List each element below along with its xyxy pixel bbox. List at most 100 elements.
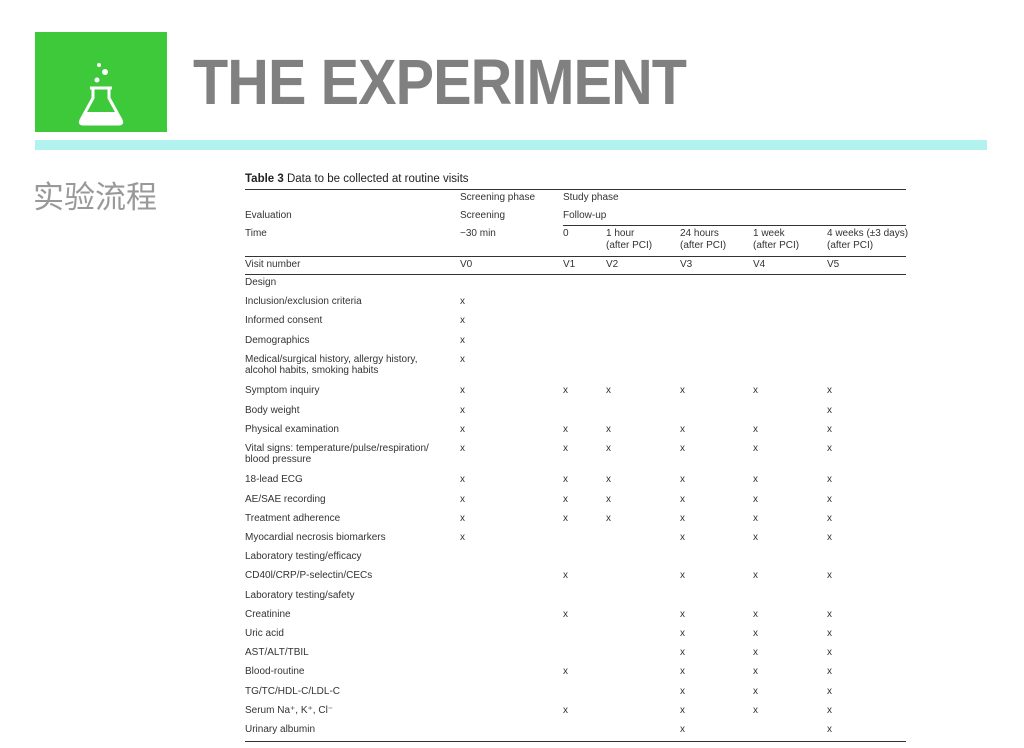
- table-cell: x: [563, 570, 568, 582]
- row-label: Uric acid: [245, 628, 284, 639]
- row-label: Informed consent: [245, 315, 323, 327]
- row-label: AE/SAE recording: [245, 493, 326, 505]
- table-cell: x: [460, 532, 465, 543]
- table-cell: x: [827, 570, 832, 582]
- table-cell: x: [606, 512, 611, 524]
- row-label: Urinary albumin: [245, 724, 316, 735]
- table-cell: x: [753, 493, 758, 505]
- table-cell: x: [606, 423, 611, 435]
- accent-band: [35, 140, 987, 150]
- table-cell: Study phase: [563, 192, 619, 203]
- rule: [245, 741, 906, 742]
- table-cell: V4: [753, 259, 766, 270]
- table-cell: x: [680, 608, 685, 620]
- row-label: Physical examination: [245, 423, 339, 435]
- table-cell: V2: [606, 259, 619, 270]
- table-cell: x: [563, 608, 568, 620]
- table-cell: x: [680, 570, 685, 582]
- row-label: Creatinine: [245, 608, 291, 620]
- table-cell: x: [460, 334, 465, 346]
- row-label: Symptom inquiry: [245, 385, 320, 397]
- row-label: Design: [245, 277, 277, 288]
- rule: [245, 256, 906, 257]
- table-cell: x: [460, 404, 465, 416]
- slide-title: THE EXPERIMENT: [193, 46, 687, 118]
- table-cell: x: [680, 474, 685, 486]
- table-cell: x: [563, 474, 568, 486]
- table-cell: x: [680, 423, 685, 435]
- rule: [245, 274, 906, 275]
- table-cell: x: [606, 442, 611, 454]
- table-cell: V0: [460, 259, 473, 270]
- table-cell: −30 min: [460, 228, 496, 239]
- table-cell: 24 hours (after PCI): [680, 228, 727, 251]
- flask-svg: [78, 63, 124, 126]
- table-cell: x: [460, 442, 465, 454]
- table-cell: x: [680, 685, 685, 697]
- table-cell: x: [753, 628, 758, 639]
- row-label: Vital signs: temperature/pulse/respirati…: [245, 442, 429, 466]
- table-cell: x: [753, 704, 758, 716]
- table-cell: 1 hour (after PCI): [606, 228, 653, 251]
- table-cell: 1 week (after PCI): [753, 228, 800, 251]
- caption-label: Table 3: [245, 173, 284, 185]
- table-cell: x: [753, 532, 758, 543]
- table-cell: x: [460, 512, 465, 524]
- row-label: 18-lead ECG: [245, 474, 303, 486]
- flask-icon: [35, 32, 167, 132]
- table-cell: x: [563, 493, 568, 505]
- table-cell: 0: [563, 228, 569, 239]
- table-cell: x: [606, 474, 611, 486]
- table-cell: Screening phase: [460, 192, 536, 203]
- row-label: Laboratory testing/efficacy: [245, 551, 362, 563]
- row-label: Evaluation: [245, 210, 292, 221]
- table-cell: x: [827, 647, 832, 659]
- table-cell: x: [827, 474, 832, 486]
- table-cell: x: [827, 385, 832, 397]
- table-cell: x: [563, 666, 568, 678]
- row-label: TG/TC/HDL-C/LDL-C: [245, 685, 341, 697]
- table-cell: x: [460, 315, 465, 327]
- table-cell: x: [753, 474, 758, 486]
- row-label: Medical/surgical history, allergy histor…: [245, 353, 418, 377]
- table-cell: x: [680, 442, 685, 454]
- table-cell: x: [753, 512, 758, 524]
- table-cell: x: [753, 647, 758, 659]
- row-label: Demographics: [245, 334, 310, 346]
- table-cell: x: [827, 404, 832, 416]
- table-cell: x: [680, 666, 685, 678]
- table-cell: x: [606, 493, 611, 505]
- section-label: 实验流程: [33, 180, 157, 216]
- row-label: CD40l/CRP/P-selectin/CECs: [245, 570, 373, 582]
- row-label: Laboratory testing/safety: [245, 589, 355, 601]
- table-cell: x: [827, 628, 832, 639]
- table-cell: x: [753, 685, 758, 697]
- table-cell: V1: [563, 259, 576, 270]
- row-label: Blood-routine: [245, 666, 305, 678]
- row-label: AST/ALT/TBIL: [245, 647, 309, 659]
- table-cell: x: [680, 512, 685, 524]
- table-cell: x: [680, 493, 685, 505]
- table-cell: x: [753, 385, 758, 397]
- table-cell: x: [460, 296, 465, 308]
- table-cell: V5: [827, 259, 840, 270]
- table-cell: x: [753, 423, 758, 435]
- table-cell: x: [827, 493, 832, 505]
- row-label: Myocardial necrosis biomarkers: [245, 532, 386, 543]
- table-cell: x: [680, 647, 685, 659]
- table-cell: x: [827, 423, 832, 435]
- table-cell: x: [460, 493, 465, 505]
- table-cell: x: [563, 423, 568, 435]
- table-cell: x: [827, 724, 832, 735]
- table-caption: Table 3 Data to be collected at routine …: [245, 173, 469, 185]
- table-cell: x: [460, 385, 465, 397]
- rule: [245, 189, 906, 190]
- table-cell: x: [753, 666, 758, 678]
- table-cell: Screening: [460, 210, 506, 221]
- table-cell: 4 weeks (±3 days) (after PCI): [827, 228, 909, 251]
- table-cell: x: [606, 385, 611, 397]
- table-cell: x: [827, 512, 832, 524]
- table-cell: x: [827, 442, 832, 454]
- table-cell: x: [563, 442, 568, 454]
